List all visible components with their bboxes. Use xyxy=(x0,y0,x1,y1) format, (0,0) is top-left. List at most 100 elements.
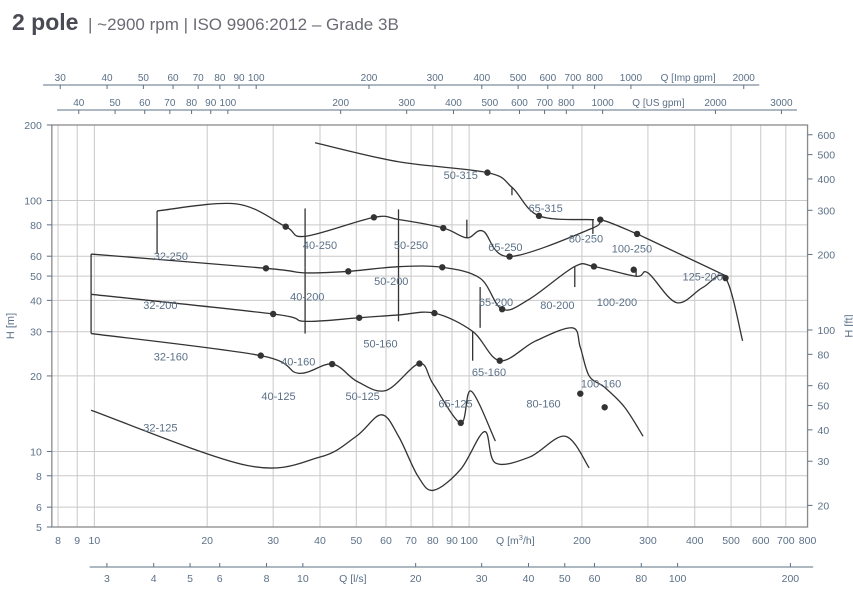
svg-text:1000: 1000 xyxy=(620,73,643,84)
svg-text:50-315: 50-315 xyxy=(444,170,478,182)
svg-text:200: 200 xyxy=(361,73,378,84)
svg-text:50-250: 50-250 xyxy=(394,240,428,252)
svg-text:300: 300 xyxy=(398,98,415,109)
svg-text:800: 800 xyxy=(558,98,575,109)
svg-text:8: 8 xyxy=(264,573,270,585)
svg-text:400: 400 xyxy=(818,174,836,186)
svg-text:40: 40 xyxy=(523,573,535,585)
svg-text:3000: 3000 xyxy=(770,98,793,109)
svg-text:65-160: 65-160 xyxy=(472,367,506,379)
svg-text:2000: 2000 xyxy=(733,73,756,84)
svg-text:500: 500 xyxy=(722,535,740,547)
svg-text:200: 200 xyxy=(782,573,800,585)
svg-text:600: 600 xyxy=(818,130,836,142)
svg-text:60: 60 xyxy=(589,573,601,585)
svg-text:80: 80 xyxy=(427,535,439,547)
svg-text:80: 80 xyxy=(186,98,198,109)
svg-text:40-160: 40-160 xyxy=(281,357,315,369)
svg-text:800: 800 xyxy=(799,535,817,547)
svg-text:200: 200 xyxy=(573,535,591,547)
svg-text:50: 50 xyxy=(110,98,122,109)
svg-text:70: 70 xyxy=(405,535,417,547)
svg-text:65-200: 65-200 xyxy=(479,297,513,309)
svg-text:| ~2900 rpm | ISO 9906:2012: | ~2900 rpm | ISO 9906:2012 – Grade 3B xyxy=(88,15,399,34)
svg-text:60: 60 xyxy=(380,535,392,547)
svg-text:50: 50 xyxy=(350,535,362,547)
svg-text:300: 300 xyxy=(818,205,836,217)
svg-text:100-250: 100-250 xyxy=(612,244,652,256)
svg-text:80: 80 xyxy=(30,220,42,232)
svg-text:50: 50 xyxy=(818,401,830,413)
svg-text:80-200: 80-200 xyxy=(540,300,574,312)
svg-text:600: 600 xyxy=(511,98,528,109)
svg-text:65-315: 65-315 xyxy=(528,203,562,215)
svg-text:32-160: 32-160 xyxy=(154,352,188,364)
svg-text:50-125: 50-125 xyxy=(346,391,380,403)
svg-text:100: 100 xyxy=(818,325,836,337)
svg-text:300: 300 xyxy=(427,73,444,84)
svg-text:8: 8 xyxy=(36,471,42,483)
svg-text:40-250: 40-250 xyxy=(303,240,337,252)
svg-text:80: 80 xyxy=(635,573,647,585)
svg-text:30: 30 xyxy=(818,456,830,468)
svg-text:100: 100 xyxy=(460,535,478,547)
svg-text:100: 100 xyxy=(220,98,237,109)
svg-text:200: 200 xyxy=(332,98,349,109)
svg-text:65-125: 65-125 xyxy=(438,398,472,410)
svg-text:20: 20 xyxy=(410,573,422,585)
svg-text:600: 600 xyxy=(539,73,556,84)
svg-text:2 pole: 2 pole xyxy=(12,9,78,35)
svg-text:30: 30 xyxy=(267,535,279,547)
svg-text:40: 40 xyxy=(101,73,113,84)
svg-text:60: 60 xyxy=(167,73,179,84)
svg-text:60: 60 xyxy=(30,251,42,263)
svg-text:60: 60 xyxy=(139,98,151,109)
svg-text:4: 4 xyxy=(151,573,157,585)
svg-text:40-125: 40-125 xyxy=(261,391,295,403)
svg-text:10: 10 xyxy=(89,535,101,547)
svg-text:500: 500 xyxy=(510,73,527,84)
svg-text:80-160: 80-160 xyxy=(526,398,560,410)
svg-text:30: 30 xyxy=(476,573,488,585)
svg-text:50: 50 xyxy=(559,573,571,585)
svg-text:Q [m3/h]: Q [m3/h] xyxy=(496,533,535,548)
svg-text:40: 40 xyxy=(73,98,85,109)
svg-text:30: 30 xyxy=(30,327,42,339)
svg-text:2000: 2000 xyxy=(704,98,727,109)
svg-text:40: 40 xyxy=(818,425,830,437)
svg-text:6: 6 xyxy=(36,502,42,514)
svg-text:40: 40 xyxy=(314,535,326,547)
svg-text:600: 600 xyxy=(752,535,770,547)
svg-text:200: 200 xyxy=(24,120,42,132)
svg-text:9: 9 xyxy=(74,535,80,547)
svg-text:10: 10 xyxy=(297,573,309,585)
svg-text:200: 200 xyxy=(818,249,836,261)
svg-text:Q [Imp gpm]: Q [Imp gpm] xyxy=(661,73,716,84)
svg-text:32-200: 32-200 xyxy=(143,300,177,312)
svg-text:70: 70 xyxy=(164,98,176,109)
svg-text:400: 400 xyxy=(686,535,704,547)
svg-text:80: 80 xyxy=(818,349,830,361)
svg-text:H [ft]: H [ft] xyxy=(844,314,853,337)
svg-text:40-200: 40-200 xyxy=(290,291,324,303)
svg-text:40: 40 xyxy=(30,295,42,307)
svg-text:500: 500 xyxy=(818,150,836,162)
svg-text:5: 5 xyxy=(187,573,193,585)
svg-text:32-250: 32-250 xyxy=(154,251,188,263)
svg-text:100: 100 xyxy=(248,73,265,84)
svg-text:Q [l/s]: Q [l/s] xyxy=(339,573,367,585)
svg-text:700: 700 xyxy=(536,98,553,109)
svg-text:8: 8 xyxy=(55,535,61,547)
svg-text:70: 70 xyxy=(193,73,205,84)
svg-text:80: 80 xyxy=(214,73,226,84)
svg-text:700: 700 xyxy=(565,73,582,84)
svg-text:5: 5 xyxy=(36,522,42,534)
svg-text:30: 30 xyxy=(55,73,67,84)
svg-text:65-250: 65-250 xyxy=(488,242,522,254)
svg-text:125-200: 125-200 xyxy=(682,272,722,284)
svg-text:100-160: 100-160 xyxy=(581,378,621,390)
svg-text:90: 90 xyxy=(446,535,458,547)
svg-text:1000: 1000 xyxy=(592,98,615,109)
svg-text:400: 400 xyxy=(445,98,462,109)
svg-text:10: 10 xyxy=(30,446,42,458)
